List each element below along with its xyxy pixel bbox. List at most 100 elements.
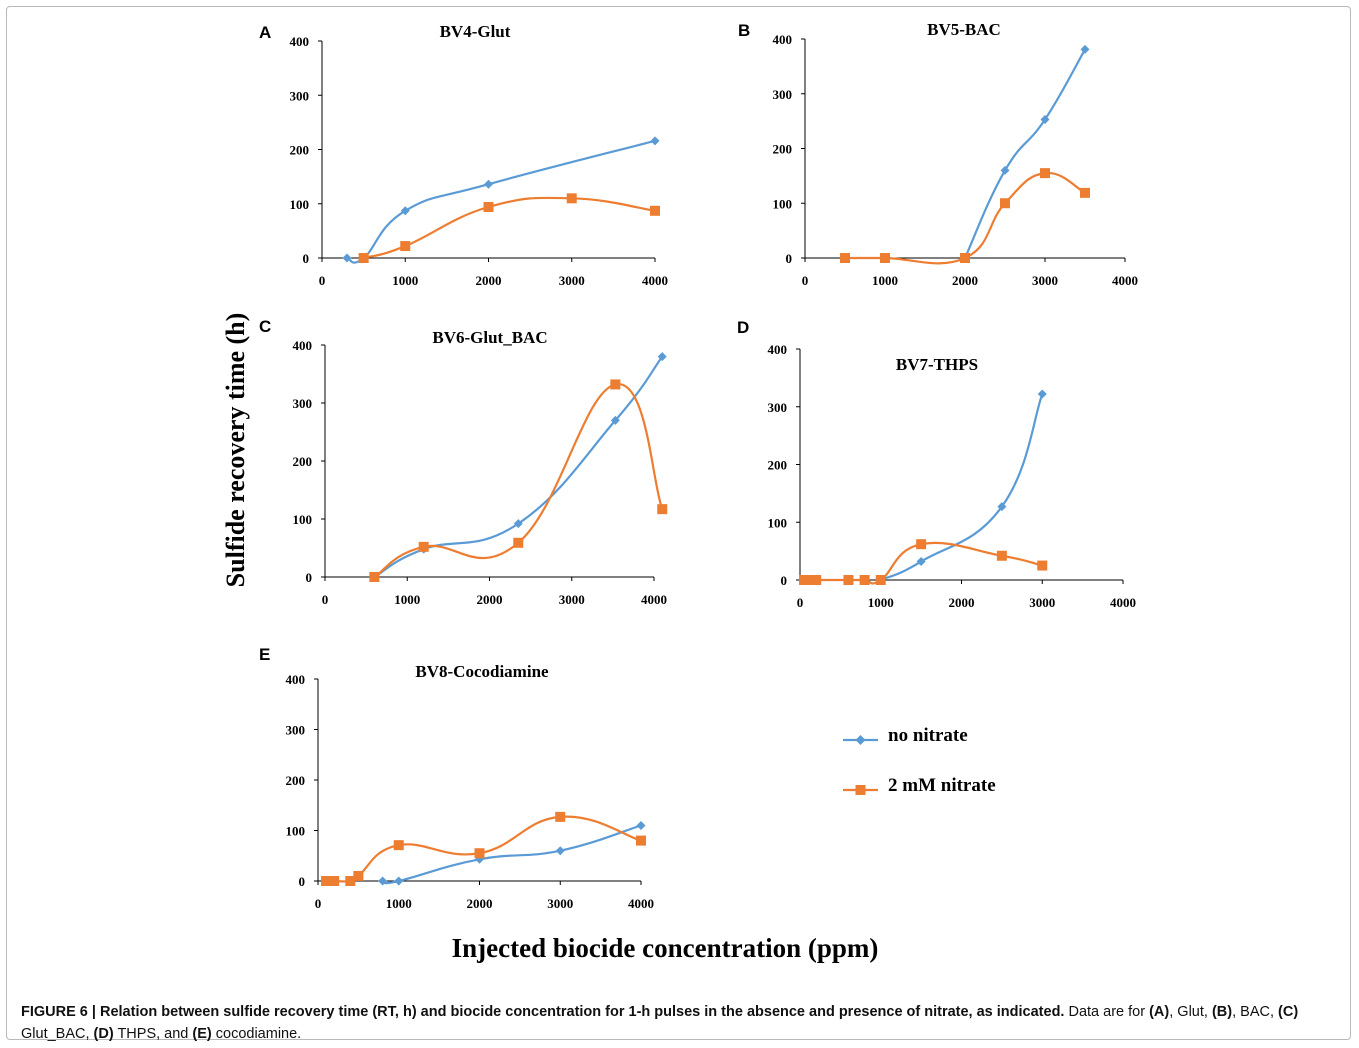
panel-d-nitrate-point — [996, 550, 1007, 561]
panel-e-y-tick-label: 400 — [286, 672, 306, 687]
panel-e-no-nitrate-point — [555, 846, 565, 856]
caption-fragment: cocodiamine. — [211, 1026, 302, 1042]
panel-e-y-tick-label: 0 — [299, 874, 306, 889]
panel-a-x-tick-label: 1000 — [392, 273, 418, 288]
figure-plots: Sulfide recovery time (h) Injected bioci… — [221, 20, 1138, 963]
panel-e-x-tick-label: 1000 — [386, 896, 412, 911]
panel-d-no-nitrate-point — [916, 557, 926, 567]
panel-c-nitrate-line — [373, 383, 664, 578]
x-axis-label: Injected biocide concentration (ppm) — [452, 933, 879, 963]
panel-d-nitrate-point — [803, 575, 814, 585]
panel-d-no-nitrate-point — [1037, 389, 1047, 399]
caption-text: Data are for (A), Glut, (B), BAC, (C) Gl… — [21, 1004, 1298, 1042]
panel-a-no-nitrate-point — [400, 206, 410, 216]
panel-e-nitrate-point — [636, 835, 646, 846]
caption-fragment: Data are for — [1064, 1004, 1150, 1020]
panel-a-no-nitrate-point — [484, 179, 493, 189]
panel-e-y-tick-label: 100 — [286, 824, 306, 839]
panel-b-title: BV5-BAC — [927, 20, 1001, 39]
panel-b-no-nitrate-point — [1080, 44, 1090, 54]
panel-b-no-nitrate-point — [1000, 165, 1010, 175]
panel-a-y-tick-label: 200 — [290, 143, 310, 158]
panel-d-nitrate-point — [811, 575, 822, 585]
panel-a-y-tick-label: 400 — [290, 34, 310, 49]
panel-e-y-tick-label: 300 — [286, 723, 306, 738]
panel-a-y-tick-label: 0 — [303, 251, 310, 266]
panel-e-nitrate-point — [353, 870, 364, 881]
caption-panel-ref: (A) — [1149, 1004, 1170, 1020]
panel-a-x-tick-label: 3000 — [559, 273, 585, 288]
panel-d-nitrate-point — [859, 575, 870, 585]
panel-b-x-tick-label: 1000 — [872, 273, 898, 288]
panel-a-letter: A — [259, 23, 271, 42]
caption-panel-ref: (E) — [192, 1026, 212, 1042]
panel-a-nitrate-point — [650, 205, 660, 216]
panel-a-no-nitrate-point — [650, 136, 660, 146]
legend-nitrate-marker — [855, 785, 866, 795]
panel-c-y-tick-label: 100 — [293, 512, 313, 527]
panel-b-x-tick-label: 3000 — [1032, 273, 1058, 288]
caption-fragment: , BAC, — [1232, 1004, 1279, 1020]
panel-b-nitrate-point — [1040, 168, 1050, 179]
panel-d-y-tick-label: 0 — [781, 573, 788, 588]
panel-a-nitrate-point — [358, 253, 369, 263]
panel-d-x-tick-label: 3000 — [1029, 595, 1055, 610]
panel-d-nitrate-point — [916, 539, 927, 550]
panel-b-nitrate-point — [880, 253, 890, 263]
panel-c-x-tick-label: 0 — [322, 592, 329, 607]
panel-b-nitrate-line — [844, 172, 1086, 265]
panel-e: E BV8-Cocodiamine 0 1000 2000 3000 4000 0 100 200… — [259, 645, 654, 911]
y-axis-label: Sulfide recovery time (h) — [221, 313, 250, 588]
panel-a-nitrate-point — [400, 241, 411, 252]
panel-c-x-tick-label: 3000 — [559, 592, 585, 607]
panel-a-nitrate-point — [566, 193, 577, 204]
panel-a: A BV4-Glut 0 1000 2000 3000 4000 0 100 200 300 400 — [259, 22, 668, 288]
panel-d-letter: D — [737, 318, 749, 337]
panel-a-y-tick-label: 300 — [290, 88, 310, 103]
panel-e-y-tick-label: 200 — [286, 773, 306, 788]
panel-c-x-tick-label: 1000 — [394, 592, 420, 607]
panel-d-y-tick-label: 100 — [768, 515, 788, 530]
panel-d-nitrate-point — [843, 575, 854, 585]
panel-e-x-tick-label: 3000 — [547, 896, 573, 911]
caption-fragment: , Glut, — [1169, 1004, 1212, 1020]
legend: no nitrate 2 mM nitrate — [843, 725, 996, 796]
panel-c-y-tick-label: 200 — [293, 454, 313, 469]
panel-c-no-nitrate-point — [610, 415, 620, 425]
panel-c-letter: C — [259, 317, 271, 336]
panel-e-no-nitrate-point — [636, 820, 646, 830]
panel-a-no-nitrate-point — [342, 253, 352, 263]
panel-c-no-nitrate-point — [513, 519, 523, 529]
legend-no-nitrate-label: no nitrate — [888, 725, 968, 746]
panel-b-y-tick-label: 0 — [786, 251, 793, 266]
panel-c-nitrate-point — [369, 572, 380, 582]
panel-b-y-tick-label: 300 — [773, 87, 793, 102]
panel-b: B BV5-BAC 0 1000 2000 3000 4000 0 100 200 300 400 — [738, 20, 1138, 288]
legend-no-nitrate-marker — [855, 735, 866, 745]
panel-b-letter: B — [738, 21, 750, 40]
panel-b-nitrate-point — [1080, 187, 1090, 198]
panel-b-nitrate-point — [840, 253, 850, 263]
panel-d-nitrate-point — [875, 575, 886, 585]
panel-a-x-tick-label: 0 — [319, 273, 326, 288]
panel-b-no-nitrate-line — [963, 48, 1086, 259]
panel-a-y-tick-label: 100 — [290, 197, 310, 212]
panel-b-no-nitrate-point — [1040, 114, 1050, 124]
panel-e-no-nitrate-point — [394, 876, 404, 886]
panel-b-x-tick-label: 4000 — [1112, 273, 1138, 288]
panel-d-x-tick-label: 0 — [797, 595, 804, 610]
panel-d-no-nitrate-point — [997, 502, 1007, 512]
panel-c-y-tick-label: 300 — [293, 396, 313, 411]
panel-a-nitrate-point — [483, 202, 494, 213]
panel-e-letter: E — [259, 645, 270, 664]
panel-e-x-tick-label: 4000 — [628, 896, 654, 911]
panel-e-x-tick-label: 0 — [315, 896, 322, 911]
panel-d: D BV7-THPS 0 1000 2000 3000 4000 0 100 200 300 400 — [737, 318, 1136, 610]
panel-b-nitrate-point — [1000, 198, 1010, 209]
panel-c-title: BV6-Glut_BAC — [432, 328, 547, 347]
panel-d-x-tick-label: 4000 — [1110, 595, 1136, 610]
panel-c: C BV6-Glut_BAC 0 1000 2000 3000 4000 0 100 200 300… — [259, 317, 668, 607]
caption-panel-ref: (C) — [1278, 1004, 1299, 1020]
panel-a-x-tick-label: 4000 — [642, 273, 668, 288]
figure-caption: FIGURE 6 | Relation between sulfide reco… — [21, 1001, 1331, 1045]
